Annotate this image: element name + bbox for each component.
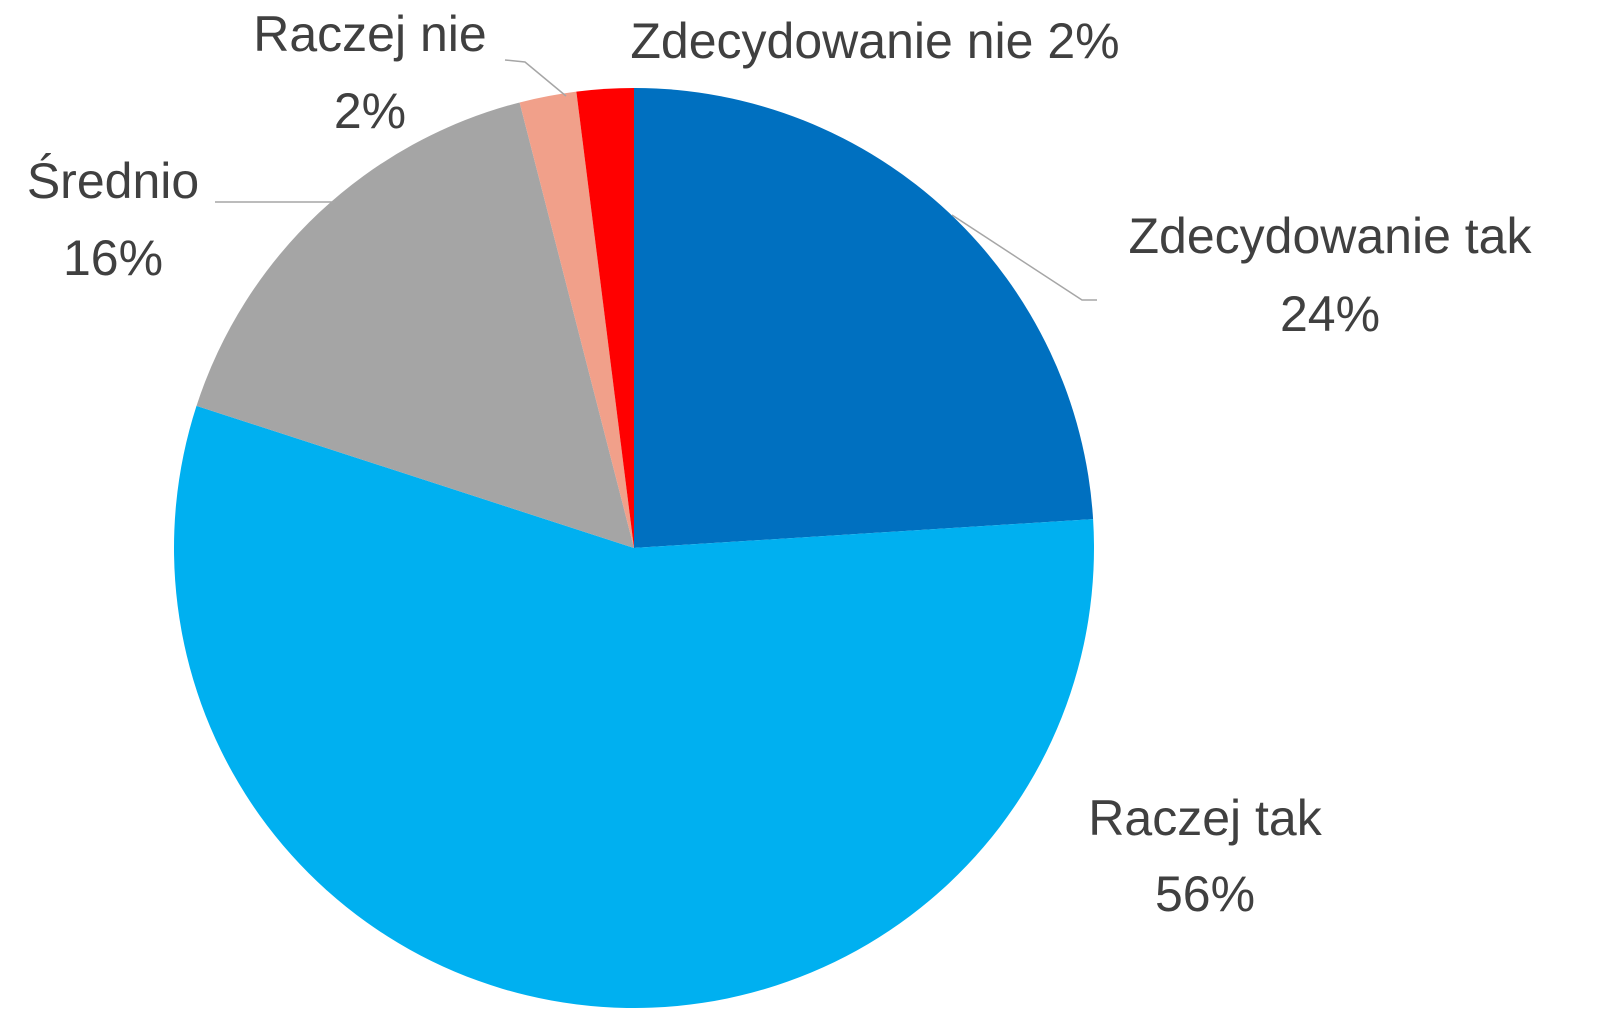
leader-line [504,59,567,97]
value-label: 16% [63,230,163,286]
slices [173,88,1094,1009]
value-label: 56% [1155,866,1255,922]
category-label: Średnio [27,152,199,209]
leader-line [951,214,1097,301]
value-label: 2% [1047,13,1119,69]
pie-slice [634,88,1094,548]
pie-slice [576,88,634,548]
pie-slice [519,91,634,549]
data-label: Zdecydowanie nie 2% [630,13,1119,69]
value-label: 2% [334,83,406,139]
value-label: 24% [1280,286,1380,342]
category-label: Raczej nie [253,6,486,62]
pie-slice [196,102,634,548]
category-label: Zdecydowanie nie [630,13,1033,69]
category-label: Zdecydowanie tak [1128,208,1532,264]
category-label: Raczej tak [1088,790,1322,846]
pie-slice [173,405,1094,1009]
labels: Zdecydowanie tak 24% Raczej tak 56% Średnio 1… [27,6,1533,922]
